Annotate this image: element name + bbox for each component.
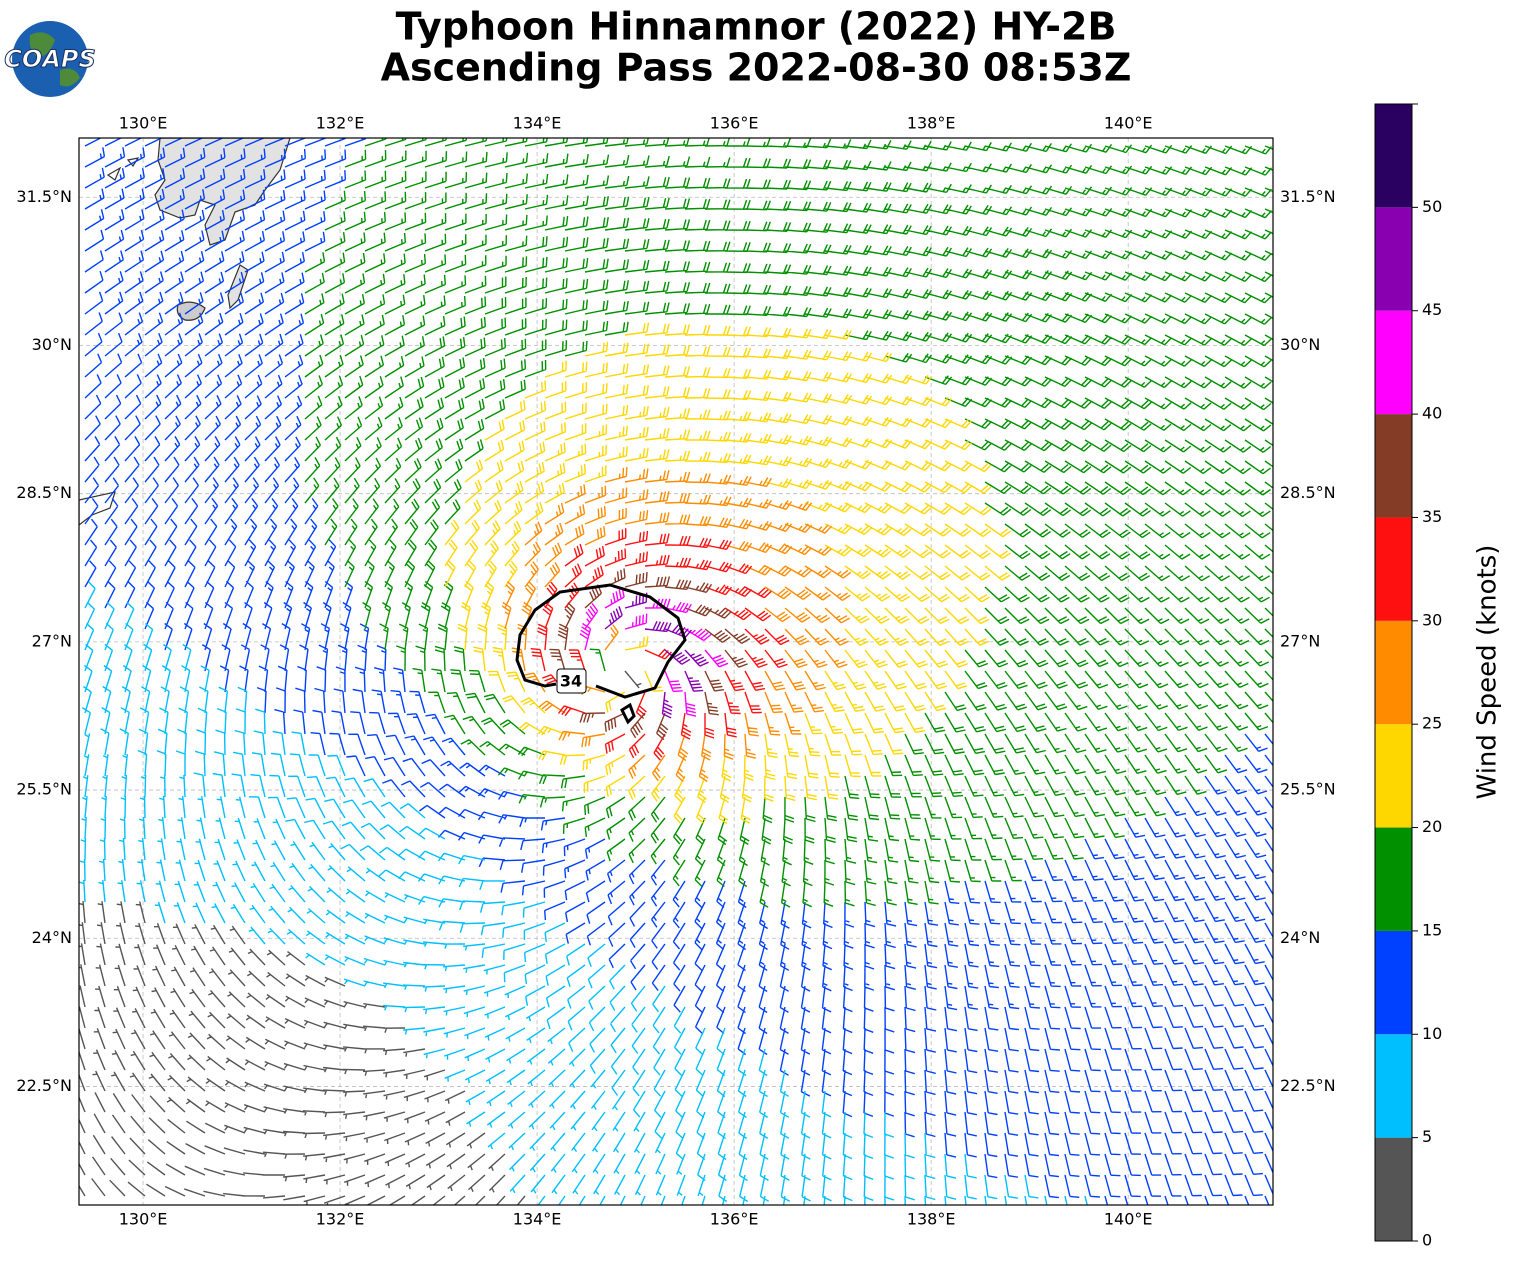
- x-tick-label: 136°E: [710, 114, 759, 133]
- contour-line: [515, 583, 687, 699]
- y-tick-label: 25.5°N: [16, 780, 72, 799]
- island: [176, 301, 206, 321]
- logo-text: COAPS: [4, 45, 95, 73]
- y-tick-label: 28.5°N: [16, 483, 72, 502]
- colorbar-segment: [1375, 620, 1412, 725]
- map-frame: [78, 137, 1274, 1206]
- wind-barb-group: [304, 138, 1273, 908]
- colorbar-tick-label: 45: [1422, 300, 1442, 319]
- y-tick-label: 27°N: [1280, 631, 1320, 650]
- colorbar-segment: [1375, 930, 1412, 1035]
- y-tick-label: 25.5°N: [1280, 780, 1336, 799]
- colorbar-segment: [1375, 310, 1412, 415]
- colorbar-segment: [1375, 104, 1412, 208]
- x-tick-label: 132°E: [316, 1210, 365, 1229]
- colorbar-label: Wind Speed (knots): [1473, 545, 1503, 800]
- colorbar-segment: [1375, 724, 1412, 828]
- colorbar-segment: [1375, 414, 1412, 518]
- logo-land: [29, 32, 80, 87]
- x-tick-label: 138°E: [907, 1210, 956, 1229]
- wind-barb-group: [84, 138, 1273, 1205]
- colorbar-segment: [1375, 517, 1412, 621]
- wind-barbs: [79, 138, 1273, 1205]
- colorbar-tick-label: 0: [1422, 1231, 1432, 1250]
- x-tick-label: 130°E: [119, 1210, 168, 1229]
- y-tick-label: 27°N: [32, 631, 72, 650]
- y-tick-label: 24°N: [32, 928, 72, 947]
- contour-line: [620, 702, 636, 725]
- y-tick-label: 22.5°N: [1280, 1076, 1336, 1095]
- x-tick-label: 130°E: [119, 114, 168, 133]
- colorbar-tick-label: 50: [1422, 197, 1442, 216]
- x-tick-label: 140°E: [1104, 114, 1153, 133]
- contour-label: 34: [560, 672, 582, 691]
- wind-barb-group: [549, 568, 751, 741]
- y-tick-label: 22.5°N: [16, 1076, 72, 1095]
- y-tick-label: 31.5°N: [16, 187, 72, 206]
- colorbar-tick-label: 40: [1422, 404, 1442, 423]
- x-tick-label: 134°E: [513, 1210, 562, 1229]
- wind-barb-group: [501, 466, 852, 783]
- logo: COAPS: [4, 21, 96, 97]
- wind-barb-group: [444, 322, 1012, 825]
- colorbar: 0 5 10 15 20 25 30 35 40 45 50: [1374, 103, 1442, 1250]
- colorbar-tick-label: 15: [1422, 920, 1442, 939]
- wind-barb-group: [79, 670, 642, 1205]
- x-tick-label: 134°E: [513, 114, 562, 133]
- y-tick-label: 30°N: [1280, 335, 1320, 354]
- colorbar-tick-label: 10: [1422, 1024, 1442, 1043]
- colorbar-tick-label: 5: [1422, 1127, 1432, 1146]
- colorbar-segment: [1375, 827, 1412, 931]
- colorbar-segment: [1375, 1034, 1412, 1138]
- y-tick-label: 24°N: [1280, 928, 1320, 947]
- y-tick-label: 28.5°N: [1280, 483, 1336, 502]
- wind-barb-group: [579, 587, 729, 717]
- x-tick-label: 132°E: [316, 114, 365, 133]
- colorbar-tick-label: 35: [1422, 507, 1442, 526]
- y-tick-label: 30°N: [32, 335, 72, 354]
- wind-barb-group: [79, 581, 1088, 1205]
- colorbar-tick-label: 30: [1422, 610, 1442, 629]
- y-tick-label: 31.5°N: [1280, 187, 1336, 206]
- x-tick-label: 138°E: [907, 114, 956, 133]
- contour-34kt: 34: [515, 583, 687, 725]
- colorbar-frame: [1374, 103, 1413, 1242]
- subtitle: Ascending Pass 2022-08-30 08:53Z: [381, 46, 1132, 90]
- contour-label-box: [556, 668, 587, 694]
- colorbar-tick-label: 20: [1422, 817, 1442, 836]
- colorbar-segment: [1375, 1137, 1412, 1241]
- x-tick-label: 140°E: [1104, 1210, 1153, 1229]
- title: Typhoon Hinnamnor (2022) HY-2B: [396, 5, 1117, 49]
- colorbar-tick-label: 25: [1422, 714, 1442, 733]
- colorbar-segment: [1375, 207, 1412, 311]
- x-tick-label: 136°E: [710, 1210, 759, 1229]
